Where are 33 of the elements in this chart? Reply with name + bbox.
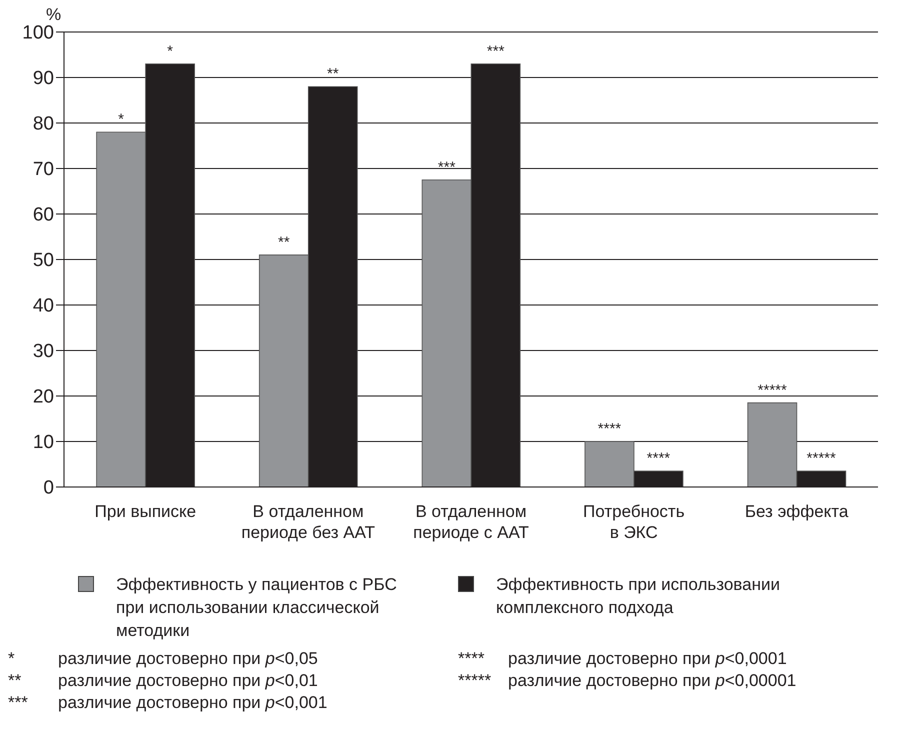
data-label: * bbox=[167, 42, 174, 60]
y-axis-title: % bbox=[45, 5, 62, 24]
data-label: *** bbox=[486, 42, 505, 60]
data-label: **** bbox=[646, 450, 670, 468]
text: *** различие достоверно при p<0,001 bbox=[8, 693, 328, 712]
data-label: ** bbox=[327, 66, 339, 83]
y-tick-label: 20 bbox=[32, 386, 54, 408]
y-tick-label: 80 bbox=[32, 114, 54, 135]
y-tick-label: 100 bbox=[22, 22, 54, 44]
x-tick-label: В отдаленном периоде без ААТ bbox=[241, 502, 376, 542]
data-label: *** bbox=[438, 158, 456, 176]
y-tick-label: 0 bbox=[43, 478, 54, 499]
data-label: * bbox=[118, 111, 124, 128]
data-label: ** bbox=[278, 234, 290, 251]
y-tick-label: 70 bbox=[32, 159, 54, 180]
y-tick-label: 10 bbox=[32, 432, 54, 454]
text: * различие достоверно при p<0,05 bbox=[8, 649, 318, 668]
data-label: **** bbox=[598, 420, 622, 438]
y-tick-label: 30 bbox=[32, 341, 54, 362]
y-tick-label: 40 bbox=[32, 296, 54, 317]
text: **** различие достоверно при p<0,0001 bbox=[458, 649, 787, 668]
x-tick-label: Без эффекта bbox=[744, 502, 849, 521]
y-tick-label: 50 bbox=[32, 250, 54, 272]
data-label: ***** bbox=[806, 450, 836, 468]
text: ***** различие достоверно при p<0,00001 bbox=[458, 670, 796, 692]
legend-label: Эффективность при использовании комплексного подхода bbox=[496, 574, 781, 619]
x-tick-label: Потребность в ЭКС bbox=[583, 502, 685, 542]
x-tick-label: При выписке bbox=[94, 502, 196, 521]
data-label: ***** bbox=[758, 382, 788, 399]
x-tick-label: В отдаленном периоде с ААТ bbox=[413, 502, 529, 542]
text: ** различие достоверно при p<0,01 bbox=[8, 671, 318, 690]
y-tick-label: 60 bbox=[32, 204, 54, 226]
y-tick-label: 90 bbox=[32, 68, 54, 90]
